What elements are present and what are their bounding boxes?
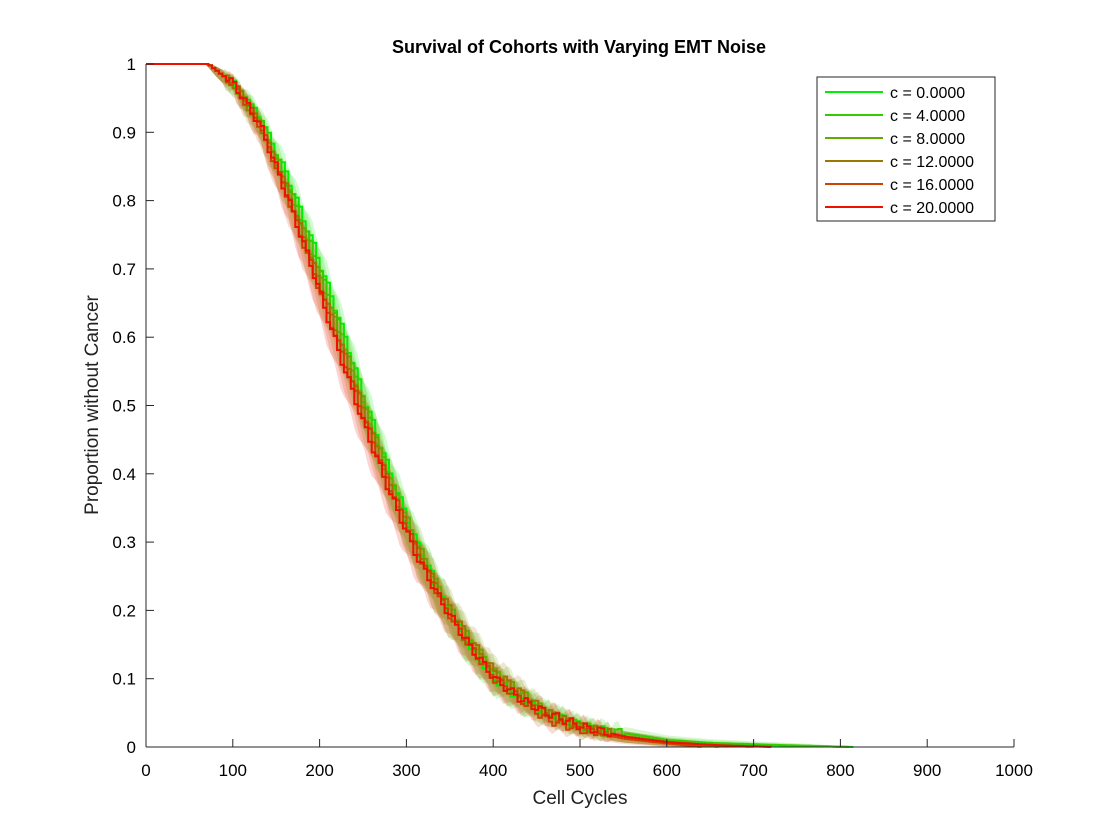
y-tick-label: 0.2	[112, 601, 136, 620]
series-band	[146, 64, 754, 747]
y-tick-label: 0.3	[112, 533, 136, 552]
x-tick-label: 400	[479, 761, 507, 780]
series-band	[146, 64, 851, 747]
series-line	[146, 63, 854, 748]
y-tick-label: 0.9	[112, 123, 136, 142]
y-tick-label: 0.6	[112, 328, 136, 347]
y-tick-label: 1	[127, 55, 136, 74]
x-tick-label: 300	[392, 761, 420, 780]
legend-entry: c = 20.0000	[890, 200, 974, 217]
y-tick-label: 0.1	[112, 670, 136, 689]
series-line	[146, 63, 703, 748]
x-tick-label: 1000	[995, 761, 1033, 780]
x-tick-label: 0	[141, 761, 150, 780]
x-tick-label: 700	[739, 761, 767, 780]
series-band	[146, 64, 771, 747]
legend-entry: c = 12.0000	[890, 154, 974, 171]
series-line	[146, 63, 720, 748]
x-tick-label: 100	[219, 761, 247, 780]
x-ticks: 0 100 200 300 400 500 600 700 800 900 1000	[141, 739, 1033, 780]
y-tick-label: 0.4	[112, 465, 136, 484]
y-tick-label: 0.7	[112, 260, 136, 279]
x-tick-label: 900	[913, 761, 941, 780]
y-ticks: 0 0.1 0.2 0.3 0.4 0.5 0.6 0.7 0.8 0.9 1	[112, 55, 154, 757]
confidence-bands	[146, 64, 851, 747]
legend-entry: c = 4.0000	[890, 108, 965, 125]
series-band	[146, 64, 719, 747]
legend-box	[816, 76, 996, 222]
series-band	[146, 64, 848, 747]
y-tick-label: 0.8	[112, 192, 136, 211]
series-line	[146, 63, 850, 748]
series-lines	[146, 63, 854, 748]
chart-title: Survival of Cohorts with Varying EMT Noi…	[392, 37, 766, 57]
series-line	[146, 63, 755, 748]
y-tick-label: 0	[127, 738, 136, 757]
legend-entry: c = 16.0000	[890, 177, 974, 194]
legend-entry: c = 8.0000	[890, 131, 965, 148]
y-axis-label: Proportion without Cancer	[82, 294, 103, 514]
legend-entry: c = 0.0000	[890, 85, 965, 102]
x-axis-label: Cell Cycles	[532, 788, 627, 809]
x-tick-label: 200	[305, 761, 333, 780]
legend: c = 0.0000 c = 4.0000 c = 8.0000 c = 12.000…	[816, 76, 996, 222]
y-tick-label: 0.5	[112, 397, 136, 416]
series-band	[146, 64, 702, 747]
x-tick-label: 600	[653, 761, 681, 780]
series-line	[146, 63, 772, 748]
x-tick-label: 500	[566, 761, 594, 780]
x-tick-label: 800	[826, 761, 854, 780]
